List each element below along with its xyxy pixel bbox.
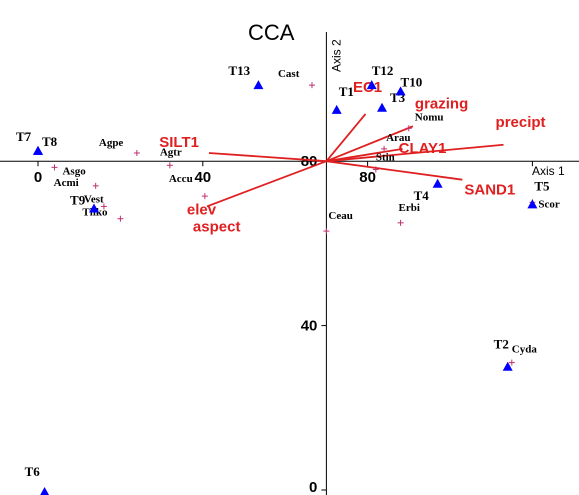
species-marker-agpe bbox=[133, 149, 140, 156]
species-marker-vest bbox=[100, 203, 107, 210]
species-label-accu: Accu bbox=[169, 173, 193, 185]
site-label-t5: T5 bbox=[534, 178, 550, 193]
site-label-t9: T9 bbox=[70, 192, 86, 207]
species-marker-accu bbox=[201, 193, 208, 200]
site-label-t10: T10 bbox=[401, 74, 423, 89]
species-marker-cast bbox=[308, 82, 315, 89]
species-label-agtr: Agtr bbox=[160, 146, 182, 158]
site-marker-t9 bbox=[89, 203, 100, 213]
vector-label-elev: elev bbox=[187, 201, 217, 218]
species-label-arau: Arau bbox=[386, 132, 410, 144]
vector-label-sand1: SAND1 bbox=[464, 182, 515, 199]
site-marker-t6 bbox=[40, 487, 50, 495]
site-label-t8: T8 bbox=[42, 134, 58, 149]
x-tick-label: 40 bbox=[194, 169, 211, 186]
species-marker-asgo bbox=[51, 164, 58, 171]
vector-label-precipt: precipt bbox=[496, 114, 546, 131]
site-marker-t1 bbox=[331, 104, 342, 114]
species-label-vest: Vest bbox=[84, 193, 104, 205]
species-label-cast: Cast bbox=[278, 68, 300, 80]
x-tick-label: 80 bbox=[359, 169, 376, 186]
species-marker-stin bbox=[372, 166, 379, 173]
site-marker-t13 bbox=[253, 80, 264, 90]
species-marker-acmi bbox=[92, 182, 99, 189]
species-marker-thko bbox=[117, 215, 124, 222]
vector-label-grazing: grazing bbox=[415, 95, 468, 112]
vector-grazing-arrow bbox=[326, 125, 414, 163]
vector-elev-arrow bbox=[206, 160, 327, 208]
species-marker-nomu bbox=[405, 125, 412, 132]
species-label-asgo: Asgo bbox=[62, 165, 86, 177]
species-label-acmi: Acmi bbox=[54, 177, 79, 189]
species-label-nomu: Nomu bbox=[415, 111, 444, 123]
species-label-ceau: Ceau bbox=[328, 210, 352, 222]
species-marker-arau bbox=[381, 145, 388, 152]
site-label-t4: T4 bbox=[414, 188, 430, 203]
site-marker-t4 bbox=[432, 178, 443, 188]
vector-silt1-arrow bbox=[208, 152, 327, 163]
species-label-scor: Scor bbox=[538, 198, 560, 210]
species-label-cyda: Cyda bbox=[512, 344, 538, 356]
site-marker-t3 bbox=[377, 102, 388, 112]
site-label-t2: T2 bbox=[494, 337, 509, 352]
axis-2-label: Axis 2 bbox=[329, 39, 343, 72]
site-marker-t8 bbox=[33, 145, 43, 155]
species-label-thko: Thko bbox=[82, 207, 108, 219]
vector-label-aspect: aspect bbox=[193, 218, 241, 235]
site-label-t6: T6 bbox=[25, 464, 41, 479]
species-marker-erbi bbox=[397, 219, 404, 226]
vector-sand1-arrow bbox=[326, 160, 463, 181]
site-label-t7: T7 bbox=[16, 129, 32, 144]
vector-label-ec1: EC1 bbox=[353, 79, 382, 96]
site-label-t1: T1 bbox=[339, 84, 354, 99]
species-label-erbi: Erbi bbox=[399, 202, 420, 214]
vector-precipt-arrow bbox=[326, 143, 504, 163]
species-label-stin: Stin bbox=[376, 151, 395, 163]
species-marker-cyda bbox=[508, 359, 515, 366]
site-marker-t5 bbox=[527, 199, 538, 209]
species-marker-ceau bbox=[323, 228, 330, 235]
axis-1-label: Axis 1 bbox=[532, 164, 565, 178]
y-tick-label-zero: 0 bbox=[309, 479, 317, 495]
site-marker-t10 bbox=[395, 86, 406, 96]
site-label-t13: T13 bbox=[228, 63, 250, 78]
y-tick-label: 40 bbox=[301, 318, 318, 335]
chart-title: CCA bbox=[248, 20, 295, 45]
vector-ec1-arrow bbox=[325, 113, 367, 162]
species-label-agpe: Agpe bbox=[99, 137, 124, 149]
species-marker-agtr bbox=[166, 162, 173, 169]
vector-label-silt1: SILT1 bbox=[159, 134, 199, 151]
site-label-t12: T12 bbox=[372, 63, 394, 78]
site-marker-t2 bbox=[502, 361, 513, 371]
x-tick-label: 0 bbox=[34, 169, 42, 186]
environmental-vectors: EC1grazingCLAY1preciptSILT1SAND1elevaspe… bbox=[159, 79, 545, 235]
site-marker-t12 bbox=[366, 80, 377, 90]
